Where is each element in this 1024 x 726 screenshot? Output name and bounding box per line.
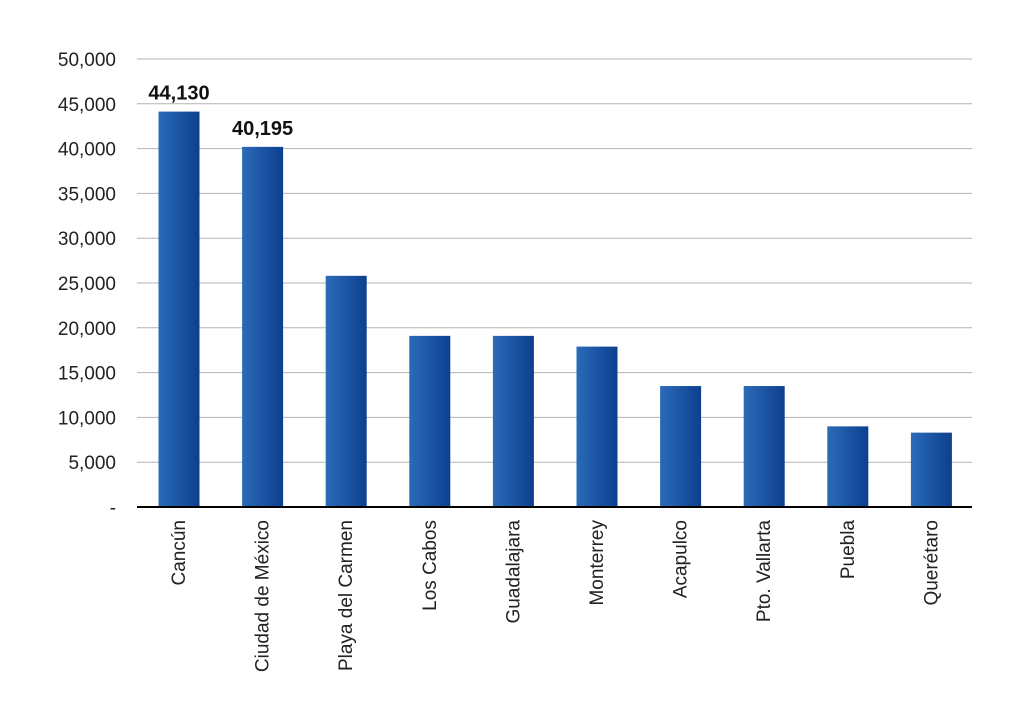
x-category-label: Monterrey bbox=[587, 520, 608, 606]
bar bbox=[827, 426, 869, 507]
data-label: 40,195 bbox=[232, 118, 293, 140]
data-label: 44,130 bbox=[148, 83, 209, 105]
bar bbox=[158, 111, 200, 507]
bar bbox=[325, 275, 367, 507]
bar bbox=[409, 335, 451, 507]
y-tick-label: 30,000 bbox=[58, 229, 116, 250]
y-tick-label: 40,000 bbox=[58, 140, 116, 161]
x-category-label: Guadalajara bbox=[503, 520, 524, 624]
y-tick-label: 50,000 bbox=[58, 50, 116, 71]
y-tick-label: 15,000 bbox=[58, 364, 116, 385]
x-category-label: Acapulco bbox=[671, 520, 692, 598]
bar bbox=[660, 386, 702, 507]
y-tick-label: 35,000 bbox=[58, 184, 116, 205]
x-category-label: Playa del Carmen bbox=[336, 520, 357, 671]
bar bbox=[492, 335, 534, 507]
y-tick-label: - bbox=[110, 498, 116, 519]
bar bbox=[242, 146, 284, 508]
bars bbox=[158, 111, 952, 508]
data-labels: 44,130 40,195 bbox=[148, 83, 293, 140]
y-tick-label: 20,000 bbox=[58, 319, 116, 340]
y-tick-label: 5,000 bbox=[68, 453, 116, 474]
bar bbox=[910, 432, 952, 507]
x-category-label: Pto. Vallarta bbox=[754, 520, 775, 623]
y-tick-label: 10,000 bbox=[58, 408, 116, 429]
bar bbox=[576, 346, 618, 507]
x-category-label: Los Cabos bbox=[420, 520, 441, 611]
bar bbox=[743, 386, 785, 507]
x-category-label: Querétaro bbox=[921, 520, 942, 606]
x-category-label: Ciudad de México bbox=[253, 520, 274, 672]
x-category-label: Puebla bbox=[838, 520, 859, 580]
y-tick-label: 25,000 bbox=[58, 274, 116, 295]
x-axis-categories: Cancún Ciudad de México Playa del Carmen Lo… bbox=[169, 520, 942, 673]
x-category-label: Cancún bbox=[169, 520, 190, 586]
y-axis-ticks: - 5,000 10,000 15,000 20,000 25,000 30,000 35,0… bbox=[58, 50, 116, 519]
y-tick-label: 45,000 bbox=[58, 95, 116, 116]
